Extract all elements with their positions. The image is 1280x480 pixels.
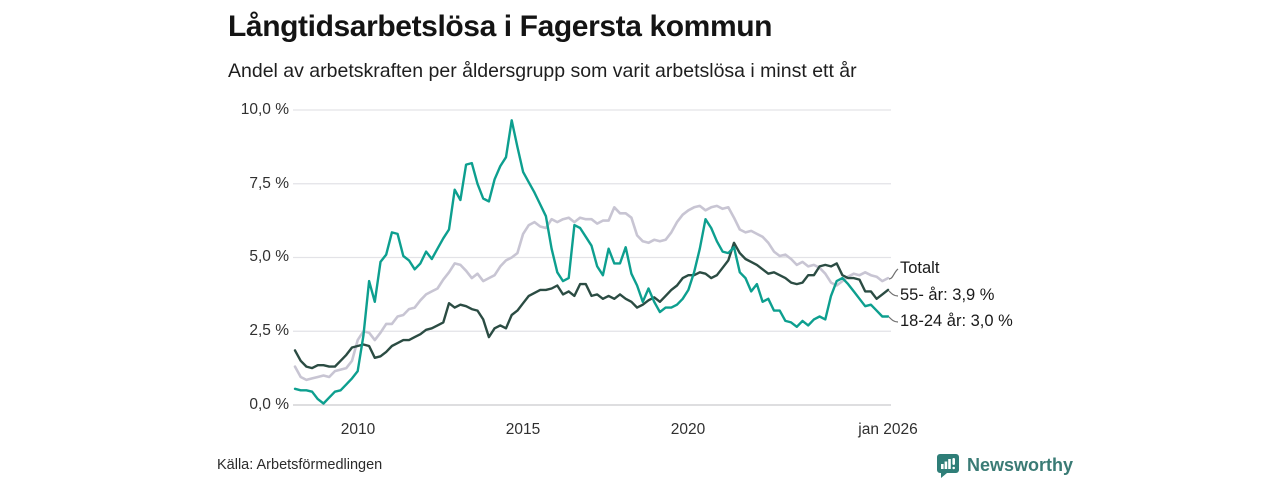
leader-18-24 (888, 316, 899, 323)
xtick-2020: 2020 (670, 421, 706, 438)
end-label-totalt: Totalt (900, 259, 940, 277)
xtick-2010: 2010 (340, 421, 376, 438)
ytick-2-5: 2,5 % (249, 322, 289, 339)
series-line-18-24-r (293, 119, 890, 405)
page-subtitle: Andel av arbetskraften per åldersgrupp s… (228, 60, 857, 82)
label-leader-lines (888, 268, 899, 323)
newsworthy-brand: Newsworthy (936, 453, 1073, 478)
ytick-7-5: 7,5 % (249, 175, 289, 192)
series-line-totalt (293, 204, 890, 382)
ytick-5: 5,0 % (249, 248, 289, 265)
xtick-jan-2026: jan 2026 (858, 421, 918, 438)
ytick-10: 10,0 % (240, 101, 289, 118)
end-label-55-ar: 55- år: 3,9 % (900, 286, 995, 304)
end-label-18-24-ar: 18-24 år: 3,0 % (900, 312, 1013, 330)
series-line-55-r (293, 241, 890, 370)
gridlines (293, 109, 891, 406)
newsworthy-logo-icon (937, 454, 959, 478)
leader-55 (888, 290, 899, 297)
newsworthy-brand-text: Newsworthy (967, 455, 1074, 475)
series-lines (293, 119, 890, 405)
xtick-2015: 2015 (505, 421, 541, 438)
leader-totalt (888, 268, 899, 280)
page-title: Långtidsarbetslösa i Fagersta kommun (228, 10, 773, 43)
ytick-0: 0,0 % (249, 396, 289, 413)
source-text: Källa: Arbetsförmedlingen (217, 457, 383, 473)
